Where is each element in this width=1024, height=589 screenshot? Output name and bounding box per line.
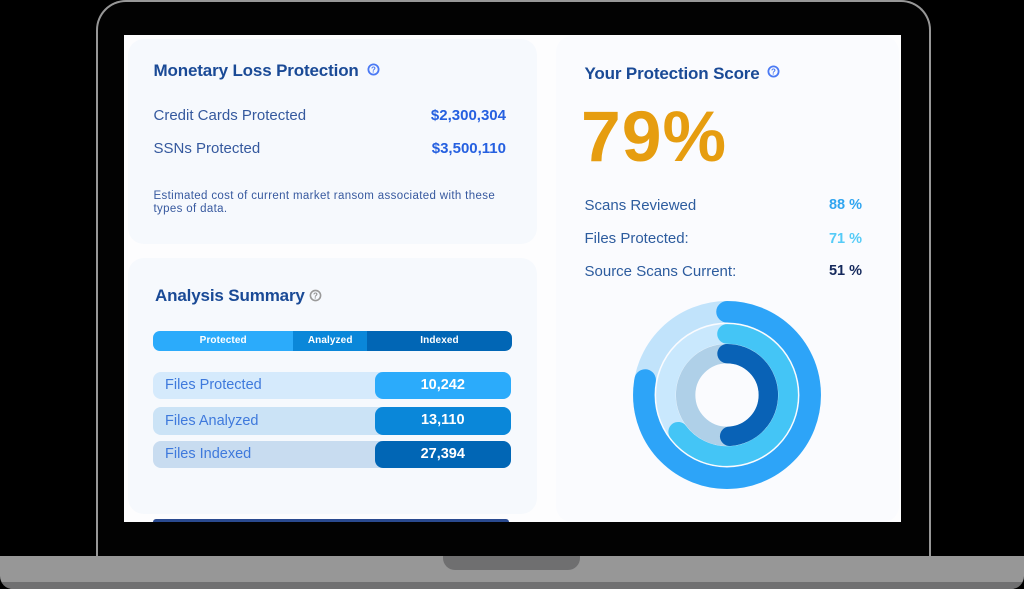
svg-text:?: ?: [313, 291, 318, 300]
svg-text:?: ?: [371, 65, 376, 74]
svg-text:?: ?: [771, 67, 776, 76]
